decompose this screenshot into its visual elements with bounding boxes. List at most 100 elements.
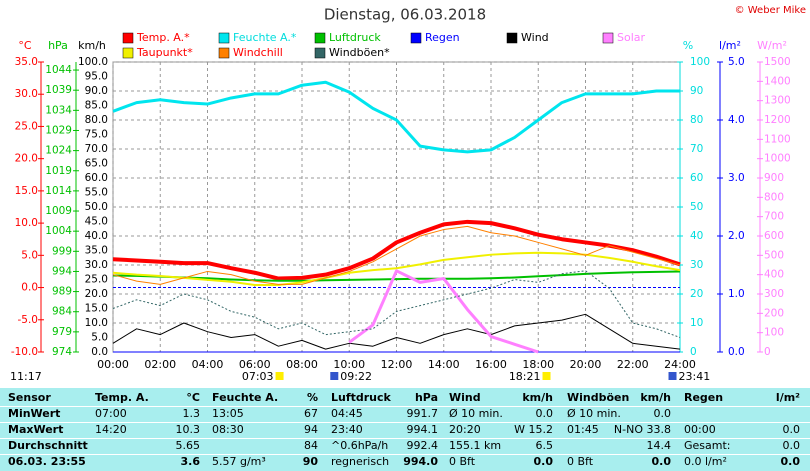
table-cell: Gesamt: <box>684 439 731 452</box>
y-tick-label: 55.0 <box>85 187 108 199</box>
table-cell: W 15.2 <box>514 423 553 436</box>
x-tick-label: 20:00 <box>570 358 602 371</box>
y-tick-label: 100 <box>690 56 710 68</box>
series-line <box>112 313 681 350</box>
table-header: % <box>306 391 318 404</box>
sun-icon <box>668 372 677 380</box>
legend-swatch <box>410 32 422 44</box>
y-tick-label: 100.0 <box>78 56 108 68</box>
x-tick-label: 08:00 <box>286 358 318 371</box>
y-tick-label: 45.0 <box>85 216 108 228</box>
table-header: Feuchte A. <box>212 391 279 404</box>
sun-icon <box>542 372 551 380</box>
table-header: km/h <box>640 391 671 404</box>
sun-icon <box>330 372 339 380</box>
y-tick-label: 70.0 <box>85 143 108 155</box>
y-tick-label: 35.0 <box>85 245 108 257</box>
y-tick-label: 1019 <box>45 165 72 177</box>
x-tick-label: 00:00 <box>97 358 129 371</box>
row-separator <box>0 422 810 423</box>
table-cell: 6.5 <box>535 439 554 452</box>
table-cell: 0.0 <box>782 423 801 436</box>
y-tick-label: 20.0 <box>85 288 108 300</box>
legend-label: Temp. A.* <box>136 31 190 44</box>
y-tick-label: 989 <box>52 286 72 298</box>
x-tick-label: 12:00 <box>381 358 413 371</box>
y-tick-label: -10.0 <box>11 346 38 358</box>
y-tick-label: 999 <box>52 245 72 257</box>
axis-label: hPa <box>48 39 68 52</box>
table-cell: 04:45 <box>331 407 363 420</box>
series-line <box>112 251 681 286</box>
y-tick-label: 25.0 <box>15 120 38 132</box>
y-tick-label: 60.0 <box>85 172 108 184</box>
table-cell: 0.0 <box>533 455 554 468</box>
row-separator <box>0 438 810 439</box>
table-cell: 0.0 <box>782 439 801 452</box>
table-cell: 20:20 <box>449 423 481 436</box>
table-cell: 992.4 <box>406 439 439 452</box>
series-line <box>348 269 539 354</box>
table-cell: 0 Bft <box>449 455 476 468</box>
y-tick-label: 40 <box>690 230 703 242</box>
table-header: hPa <box>414 391 438 404</box>
y-tick-label: 65.0 <box>85 158 108 170</box>
table-header: Luftdruck <box>331 391 391 404</box>
table-header: Regen <box>684 391 724 404</box>
y-tick-label: 600 <box>764 230 784 242</box>
x-tick-label: 06:00 <box>239 358 271 371</box>
table-cell: 5.65 <box>175 439 201 452</box>
table-cell: 994.1 <box>406 423 439 436</box>
y-tick-label: 35.0 <box>15 56 38 68</box>
y-tick-label: 1034 <box>45 104 72 116</box>
table-cell: 01:45 <box>567 423 599 436</box>
sun-time: 18:21 <box>509 370 541 383</box>
x-tick-label: 16:00 <box>475 358 507 371</box>
y-tick-label: 40.0 <box>85 230 108 242</box>
y-tick-label: 1100 <box>764 133 791 145</box>
y-tick-label: 5.0 <box>21 249 38 261</box>
x-tick-label: 02:00 <box>144 358 176 371</box>
y-tick-label: 75.0 <box>85 129 108 141</box>
legend-label: Wind <box>521 31 549 44</box>
axis-label: °C <box>18 39 32 52</box>
table-cell: 84 <box>304 439 318 452</box>
axis-label: % <box>683 39 693 52</box>
y-tick-label: 1024 <box>45 145 72 157</box>
y-tick-label: 0.0 <box>728 346 745 358</box>
axis-label: l/m² <box>719 39 741 52</box>
y-tick-label: 30.0 <box>85 259 108 271</box>
y-tick-label: 90.0 <box>85 85 108 97</box>
x-tick-label: 22:00 <box>617 358 649 371</box>
table-cell: 991.7 <box>406 407 439 420</box>
legend-label: Windchill <box>233 46 283 59</box>
y-tick-label: 0 <box>690 346 697 358</box>
y-tick-label: 1.0 <box>728 288 745 300</box>
y-tick-label: 200 <box>764 307 784 319</box>
y-tick-label: 10.0 <box>85 317 108 329</box>
y-tick-label: 50 <box>690 201 703 213</box>
credit: © Weber Mike <box>735 5 806 16</box>
series-line <box>112 270 681 338</box>
y-tick-label: 80 <box>690 114 703 126</box>
table-cell: 0.0 <box>651 455 672 468</box>
table-cell: 67 <box>304 407 318 420</box>
x-tick-label: 04:00 <box>192 358 224 371</box>
table-header: l/m² <box>775 391 800 404</box>
y-tick-label: 50.0 <box>85 201 108 213</box>
table-cell: 0.0 <box>653 407 672 420</box>
y-tick-label: 70 <box>690 143 703 155</box>
y-tick-label: 3.0 <box>728 172 745 184</box>
row-separator <box>0 454 810 455</box>
y-tick-label: 1300 <box>764 95 791 107</box>
table-cell: 5.57 g/m³ <box>212 455 266 468</box>
y-tick-label: 1500 <box>764 56 791 68</box>
y-tick-label: 60 <box>690 172 703 184</box>
legend-label: Regen <box>425 31 460 44</box>
table-header: km/h <box>522 391 553 404</box>
y-tick-label: 1009 <box>45 205 72 217</box>
table-cell: MinWert <box>8 407 61 420</box>
sun-icon <box>275 372 284 380</box>
y-tick-label: 20 <box>690 288 703 300</box>
table-header: Temp. A. <box>95 391 149 404</box>
